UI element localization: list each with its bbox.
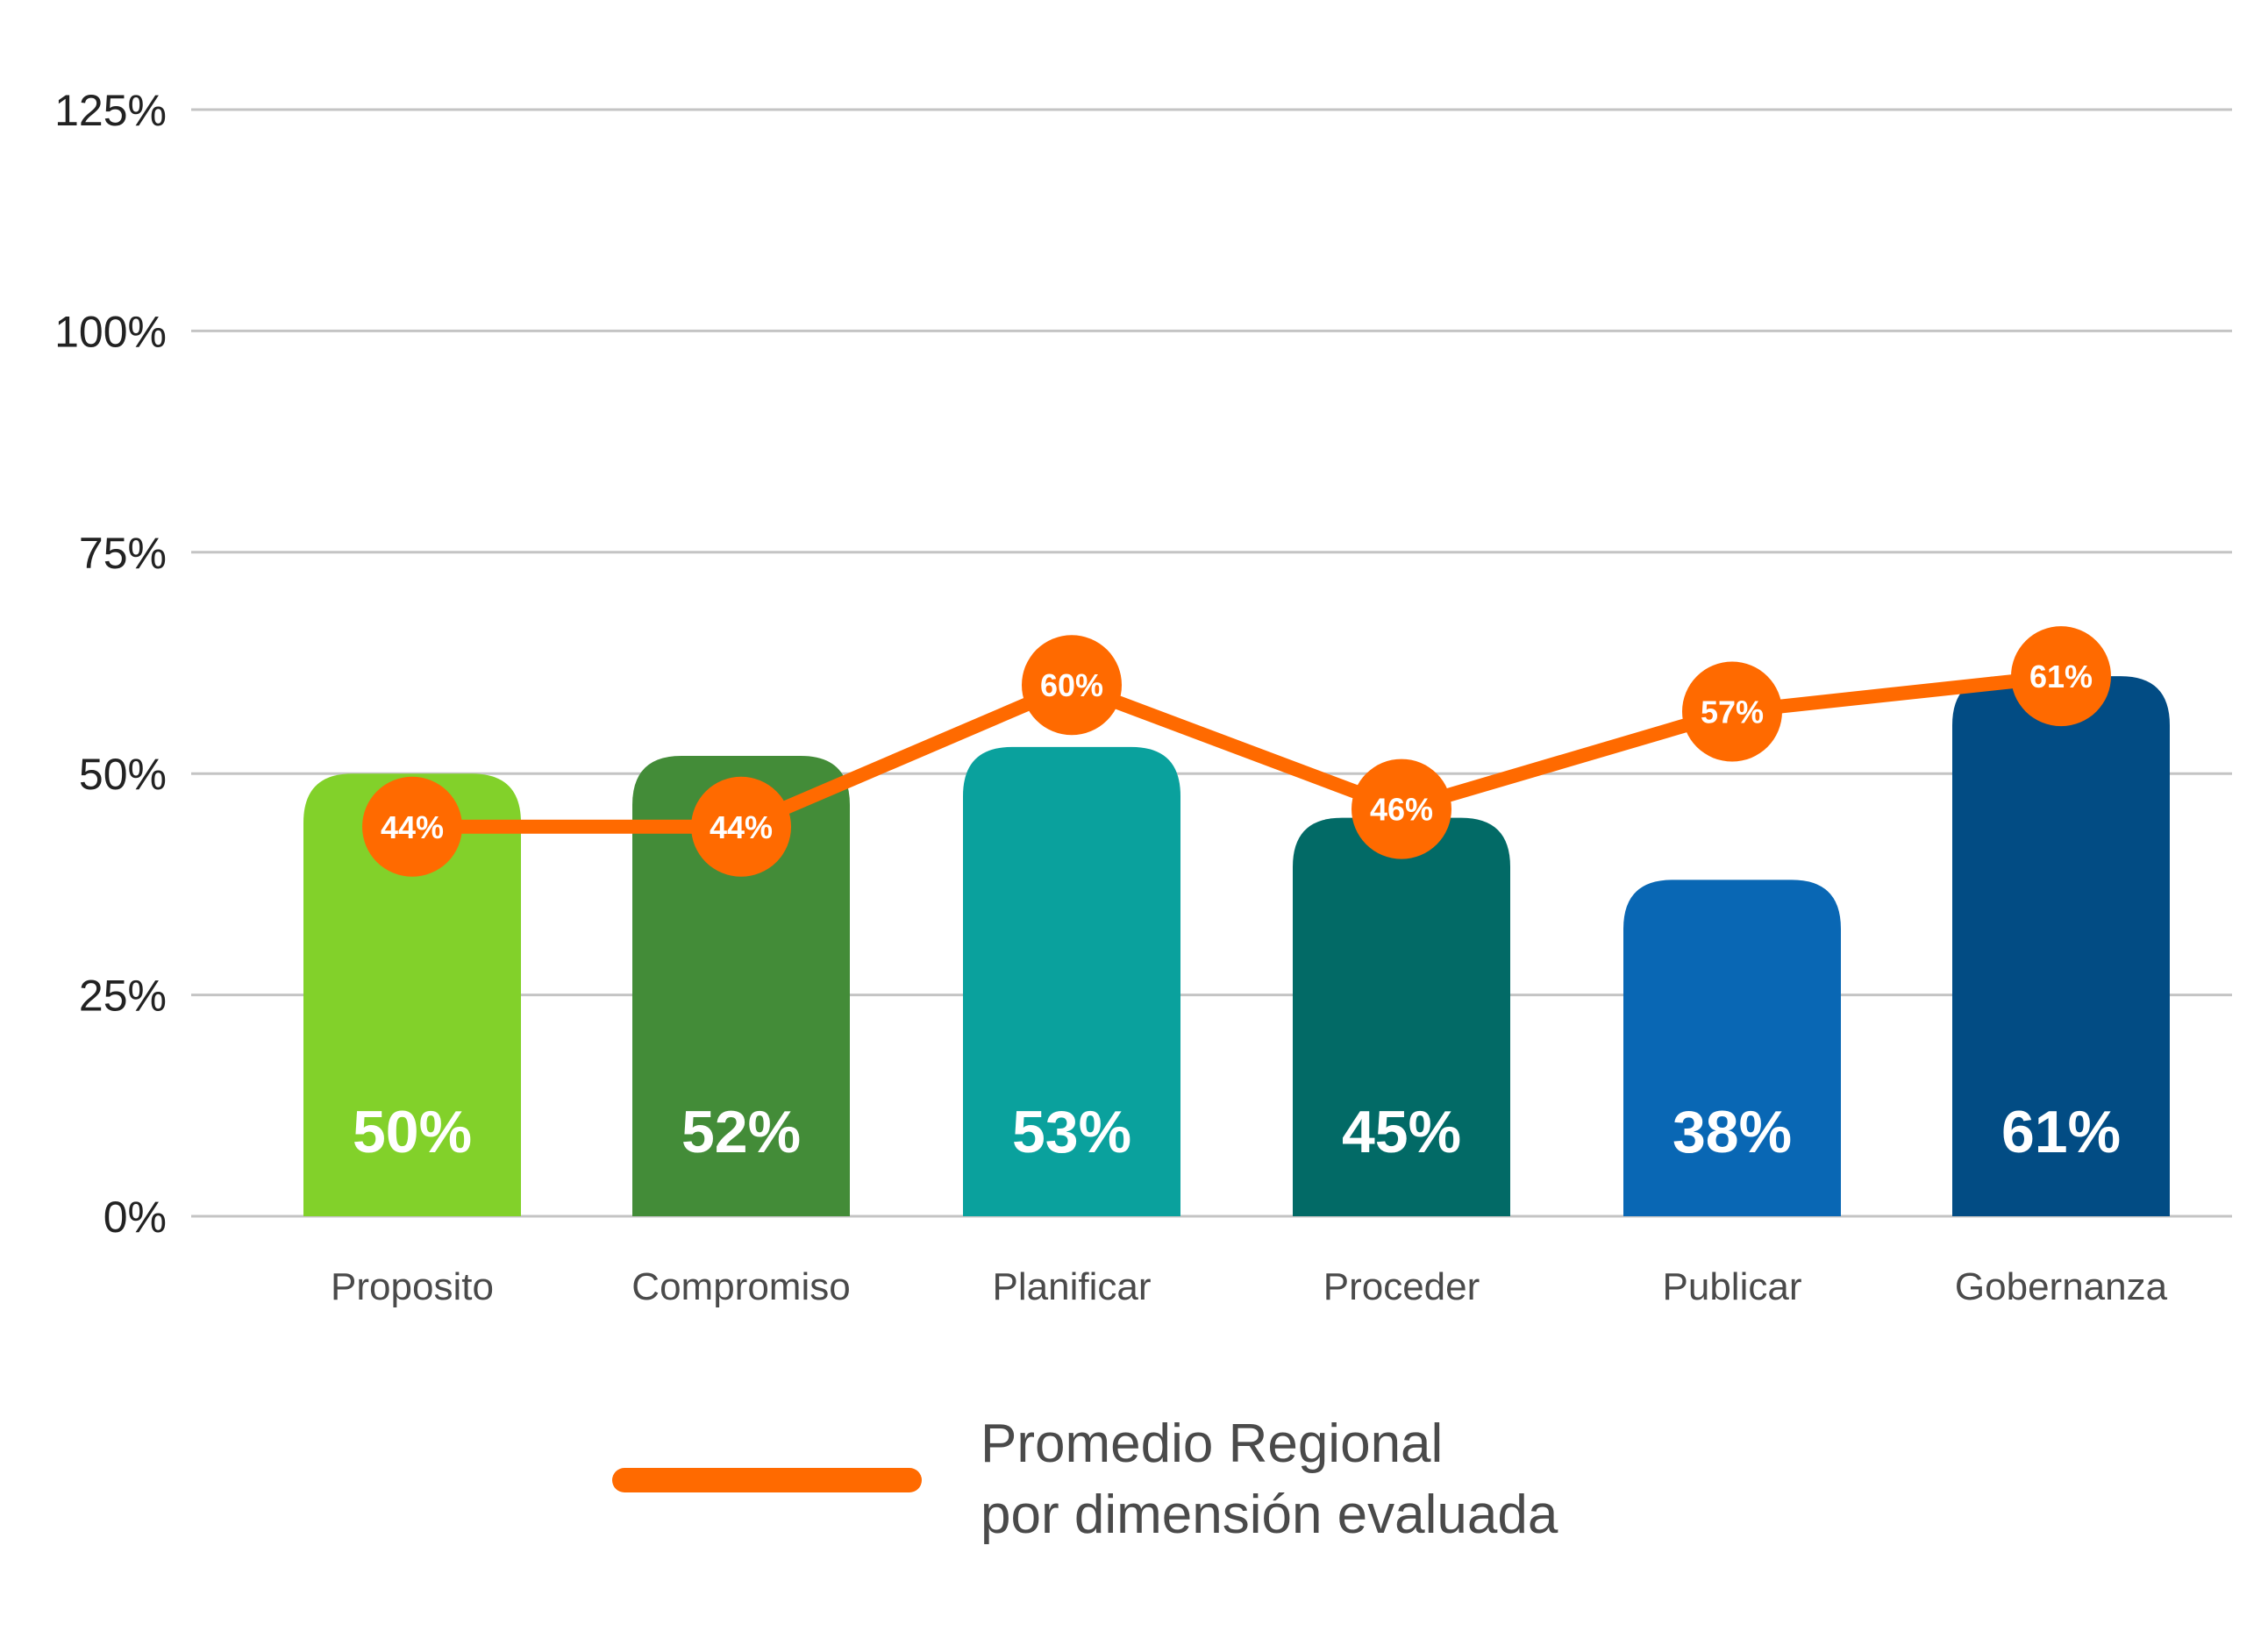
bar-value-label: 61% <box>2001 1099 2121 1165</box>
y-tick-label: 25% <box>79 972 167 1021</box>
category-label: Proceder <box>1323 1265 1480 1308</box>
average-point-label: 57% <box>1701 694 1764 730</box>
bar-value-label: 53% <box>1012 1099 1131 1165</box>
category-label: Publicar <box>1663 1265 1802 1308</box>
category-labels: Proposito Compromiso Planificar Proceder Pub… <box>331 1265 2168 1308</box>
y-tick-label: 125% <box>54 86 167 135</box>
category-label: Planificar <box>993 1265 1152 1308</box>
y-tick-label: 50% <box>79 750 167 799</box>
bar-proposito <box>303 773 521 1216</box>
bar-value-label: 38% <box>1672 1099 1792 1165</box>
bar-value-label: 45% <box>1342 1099 1461 1165</box>
average-point-label: 44% <box>710 809 773 845</box>
category-label: Proposito <box>331 1265 494 1308</box>
bar-planificar <box>963 746 1180 1216</box>
average-point-label: 61% <box>2029 659 2093 694</box>
bar-proceder <box>1293 817 1510 1216</box>
bar-gobernanza <box>1952 676 2170 1216</box>
category-label: Compromiso <box>631 1265 850 1308</box>
y-tick-label: 100% <box>54 307 167 356</box>
category-label: Gobernanza <box>1955 1265 2168 1308</box>
bars <box>303 676 2170 1216</box>
bar-value-label: 50% <box>353 1099 472 1165</box>
legend: Promedio Regional por dimensión evaluada <box>612 1414 1558 1545</box>
average-point <box>691 776 791 877</box>
y-axis-ticks: 0% 25% 50% 75% 100% 125% <box>54 86 167 1242</box>
grid-lines <box>191 108 2232 1218</box>
average-point <box>1352 759 1451 859</box>
average-point-label: 44% <box>381 809 444 845</box>
average-line <box>412 669 2062 834</box>
legend-label-line2: por dimensión evaluada <box>981 1485 1558 1545</box>
bar-value-label: 52% <box>681 1099 801 1165</box>
bar-labels: 50% 52% 53% 45% 38% 61% <box>353 1099 2121 1165</box>
average-point-label: 46% <box>1370 792 1433 828</box>
bar-publicar <box>1623 880 1841 1216</box>
bar-compromiso <box>632 756 850 1216</box>
average-point <box>1022 635 1122 736</box>
average-point <box>1682 661 1782 762</box>
average-point <box>362 776 462 877</box>
average-point <box>2011 626 2111 727</box>
y-tick-label: 0% <box>103 1193 167 1242</box>
average-line-series: 44% 44% 60% 46% 57% 61% <box>362 626 2111 877</box>
legend-label-line1: Promedio Regional <box>981 1414 1443 1474</box>
y-tick-label: 75% <box>79 529 167 578</box>
average-point-label: 60% <box>1040 667 1103 703</box>
